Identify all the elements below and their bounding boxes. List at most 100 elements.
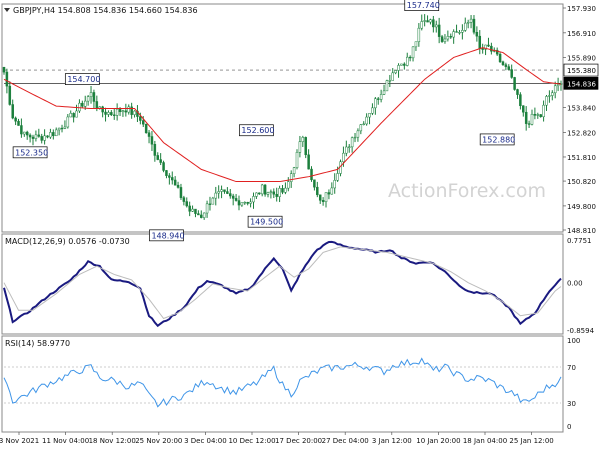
candle-body (121, 110, 125, 112)
candle-body (54, 129, 58, 137)
price-tick-label: 157.930 (567, 5, 596, 13)
candle-body (43, 135, 46, 141)
candle-body (75, 110, 78, 118)
candle-body (342, 152, 345, 163)
current-price-tag (563, 76, 599, 90)
candle-body (78, 102, 81, 112)
candle-body (2, 66, 6, 73)
candle-body (321, 200, 325, 202)
candle-body (37, 134, 41, 137)
candle-body (246, 201, 249, 204)
price-label-text: 154.700 (67, 75, 100, 84)
candle-body (478, 35, 482, 49)
candle-body (234, 198, 238, 201)
time-tick-label: 10 Jan 20:00 (416, 437, 460, 445)
symbol-ohlc-label: GBPJPY,H4 154.808 154.836 154.660 154.83… (13, 6, 198, 15)
candle-body (356, 130, 360, 138)
macd-tick-label: 0.00 (567, 280, 583, 288)
candle-body (440, 36, 444, 42)
candle-body (194, 208, 197, 214)
symbol-header: GBPJPY,H4 154.808 154.836 154.660 154.83… (4, 6, 198, 15)
candle-body (287, 181, 290, 189)
candle-body (31, 136, 35, 139)
candle-body (437, 24, 441, 37)
candle-body (202, 212, 206, 218)
candle-body (150, 136, 154, 145)
candle-body (139, 116, 142, 121)
time-tick-label: 25 Nov 20:00 (135, 437, 182, 445)
candle-body (318, 194, 322, 201)
candle-body (542, 104, 545, 118)
candle-body (411, 46, 415, 59)
candle-body (263, 184, 267, 195)
candle-body (539, 114, 542, 118)
time-tick-label: 11 Nov 04:00 (42, 437, 89, 445)
ma-line (3, 47, 562, 183)
level-price-text: 155.380 (567, 67, 596, 75)
candle-body (330, 187, 334, 195)
candle-body (104, 111, 107, 115)
time-tick-label: 18 Nov 12:00 (89, 437, 136, 445)
candle-body (362, 123, 365, 125)
rsi-panel-frame (1, 335, 564, 433)
candle-body (266, 192, 270, 195)
candle-body (374, 98, 377, 109)
candle-body (382, 90, 386, 95)
candle-body (289, 173, 293, 182)
candle-body (211, 197, 215, 205)
level-price-tag (563, 63, 599, 77)
candle-body (484, 44, 487, 50)
candle-body (197, 213, 200, 216)
candle-body (208, 203, 212, 205)
candle-body (487, 44, 490, 47)
watermark-text: ActionForex.com (388, 180, 546, 202)
candle-body (191, 208, 194, 212)
candle-body (301, 137, 305, 142)
candle-body (272, 191, 276, 195)
candle-body (490, 45, 493, 52)
candle-body (327, 192, 331, 195)
candle-body (226, 191, 229, 194)
candle-body (23, 131, 26, 135)
candle-body (66, 116, 70, 128)
candle-body (269, 191, 273, 193)
candle-body (168, 175, 171, 178)
candle-body (28, 134, 32, 138)
candle-body (229, 193, 232, 197)
candle-body (17, 120, 20, 126)
price-label-text: 152.350 (15, 148, 48, 157)
candle-body (481, 48, 484, 50)
candle-body (153, 143, 157, 156)
price-label-box (64, 73, 100, 85)
time-tick-label: 18 Jan 04:00 (463, 437, 507, 445)
candle-body (548, 95, 551, 97)
candle-body (223, 189, 226, 192)
candle-body (252, 196, 255, 203)
candle-body (165, 170, 168, 176)
moving-average (3, 47, 562, 183)
rsi-tick-label: 30 (567, 400, 576, 408)
candle-body (423, 20, 426, 22)
candle-body (200, 214, 203, 218)
candle-body (185, 201, 189, 207)
candle-body (72, 113, 75, 118)
candle-body (20, 125, 23, 135)
candle-body (313, 179, 316, 188)
candle-body (394, 70, 397, 74)
level-price-text: 154.836 (567, 80, 596, 88)
candle-body (231, 195, 235, 199)
candle-body (307, 154, 310, 170)
price-label-box (149, 229, 184, 242)
candle-body (403, 63, 406, 66)
candle-body (83, 100, 87, 107)
candle-body (130, 106, 133, 115)
candle-body (144, 123, 148, 133)
candle-body (258, 192, 261, 195)
candle-body (504, 64, 508, 67)
candle-body (112, 114, 116, 116)
candle-body (304, 137, 307, 156)
macd-panel-frame (1, 233, 564, 335)
price-label-box (12, 146, 48, 159)
rsi-tick-label: 70 (567, 364, 576, 372)
